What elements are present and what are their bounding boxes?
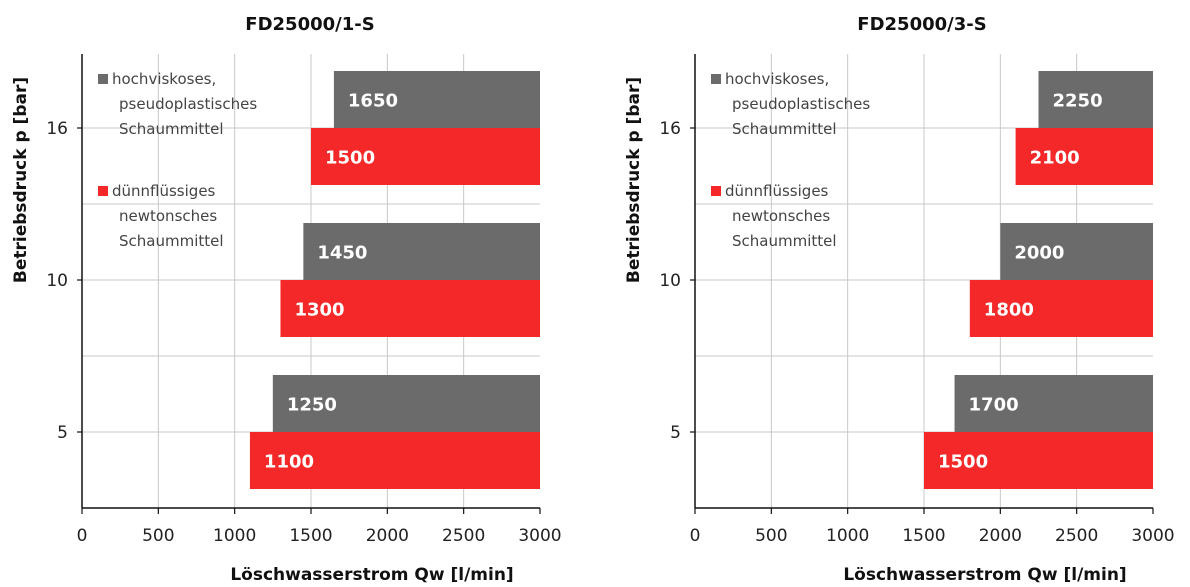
- legend-label: Schaummittel: [119, 120, 224, 138]
- legend-swatch: [98, 186, 108, 196]
- y-tick-label: 10: [659, 271, 681, 291]
- bar: [272, 375, 540, 432]
- chart-2: FD25000/3-S 2250 2100 2000 1800 1700 1500 0 500 1…: [624, 14, 1175, 585]
- y-axis-label: Betriebsdruck p [bar]: [624, 77, 644, 283]
- x-tick-label: 1500: [289, 526, 332, 546]
- chart-1: FD25000/1-S 1650 1500 1450 1300 1250 1100 0 500 1…: [11, 14, 562, 585]
- y-tick-label: 5: [670, 423, 681, 443]
- y-tick-label: 5: [57, 423, 68, 443]
- bar: [969, 280, 1153, 337]
- bar-value-label: 1650: [348, 91, 398, 112]
- x-tick-label: 1000: [213, 526, 256, 546]
- bar: [1000, 223, 1153, 280]
- x-tick-label: 500: [142, 526, 174, 546]
- legend: hochviskoses, pseudoplastisches Schaummitt…: [711, 70, 870, 250]
- legend-label: dünnflüssiges: [725, 182, 829, 200]
- y-tick-label: 16: [659, 119, 681, 139]
- bar-value-label: 2000: [1014, 243, 1064, 264]
- legend-label: Schaummittel: [732, 232, 837, 250]
- legend-label: Schaummittel: [119, 232, 224, 250]
- y-axis-label: Betriebsdruck p [bar]: [11, 77, 31, 283]
- x-axis-label: Löschwasserstrom Qw [l/min]: [230, 565, 513, 585]
- bar-value-label: 1500: [325, 148, 375, 169]
- legend-label: newtonsches: [732, 207, 830, 225]
- bar: [1038, 71, 1153, 128]
- legend-label: hochviskoses,: [725, 70, 829, 88]
- legend-label: hochviskoses,: [112, 70, 216, 88]
- x-tick-label: 1000: [826, 526, 869, 546]
- x-tick-label: 2000: [366, 526, 409, 546]
- bar-value-label: 1450: [317, 243, 367, 264]
- x-tick-label: 1500: [902, 526, 945, 546]
- x-tick-label: 2500: [1055, 526, 1098, 546]
- y-tick-label: 16: [46, 119, 68, 139]
- bar-value-label: 1100: [264, 452, 314, 473]
- legend-swatch: [711, 74, 721, 84]
- x-tick-label: 2500: [442, 526, 485, 546]
- legend-swatch: [98, 74, 108, 84]
- chart-title: FD25000/1-S: [245, 14, 374, 35]
- chart-title: FD25000/3-S: [857, 14, 986, 35]
- bar-value-label: 1250: [287, 395, 337, 416]
- bar: [311, 128, 540, 185]
- legend-label: dünnflüssiges: [112, 182, 216, 200]
- x-tick-label: 0: [77, 526, 88, 546]
- bar-value-label: 1700: [969, 395, 1019, 416]
- x-axis-label: Löschwasserstrom Qw [l/min]: [843, 565, 1126, 585]
- bar: [249, 432, 540, 489]
- bar: [303, 223, 540, 280]
- bar: [280, 280, 540, 337]
- y-tick-label: 10: [46, 271, 68, 291]
- legend-label: pseudoplastisches: [732, 95, 870, 113]
- x-tick-label: 2000: [979, 526, 1022, 546]
- legend-label: Schaummittel: [732, 120, 837, 138]
- bar: [954, 375, 1153, 432]
- bar-value-label: 2100: [1030, 148, 1080, 169]
- x-tick-label: 3000: [1131, 526, 1174, 546]
- legend: hochviskoses, pseudoplastisches Schaummitt…: [98, 70, 257, 250]
- bar-value-label: 1300: [294, 300, 344, 321]
- x-tick-label: 500: [755, 526, 787, 546]
- legend-label: pseudoplastisches: [119, 95, 257, 113]
- bar-value-label: 1500: [938, 452, 988, 473]
- bar: [1015, 128, 1153, 185]
- legend-label: newtonsches: [119, 207, 217, 225]
- x-tick-label: 3000: [518, 526, 561, 546]
- legend-swatch: [711, 186, 721, 196]
- bar: [924, 432, 1153, 489]
- bar-value-label: 1800: [984, 300, 1034, 321]
- x-tick-label: 0: [690, 526, 701, 546]
- bar-value-label: 2250: [1053, 91, 1103, 112]
- bar: [333, 71, 540, 128]
